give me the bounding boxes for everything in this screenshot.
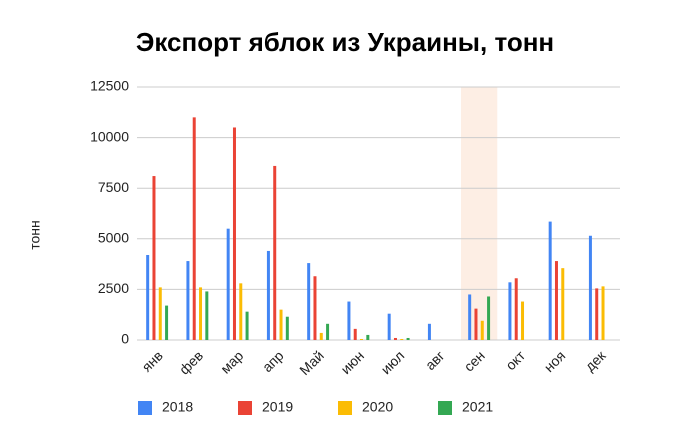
bar: [480, 320, 484, 340]
bar: [487, 296, 491, 340]
bar: [347, 301, 351, 340]
bar: [601, 286, 605, 340]
x-tick-label: апр: [259, 347, 287, 375]
legend-swatch: [338, 401, 352, 415]
bar: [245, 311, 249, 340]
x-tick-label: Май: [296, 347, 327, 378]
x-tick-label: фев: [176, 347, 206, 377]
legend-swatch: [238, 401, 252, 415]
y-tick-label: 10000: [90, 128, 129, 144]
bar: [232, 127, 236, 340]
bar: [406, 337, 410, 340]
bar: [165, 305, 169, 340]
bar: [400, 338, 404, 340]
bar: [285, 316, 289, 340]
y-tick-label: 7500: [98, 179, 129, 195]
legend-swatch: [138, 401, 152, 415]
x-tick-label: окт: [502, 347, 528, 373]
bar: [186, 261, 190, 340]
y-tick-label: 0: [121, 331, 129, 347]
bar: [360, 338, 364, 340]
bar: [521, 301, 525, 340]
x-tick-label: ноя: [541, 347, 569, 375]
highlight-band: [461, 87, 498, 340]
bar: [561, 268, 565, 340]
x-tick-label: сен: [461, 347, 488, 374]
bar: [199, 287, 203, 340]
x-tick-label: июл: [378, 347, 408, 377]
bar: [548, 221, 552, 340]
bar: [319, 332, 323, 340]
legend-swatch: [438, 401, 452, 415]
x-tick-label: дек: [582, 347, 610, 375]
y-tick-label: 5000: [98, 230, 129, 246]
bar: [353, 328, 357, 340]
x-tick-label: авг: [422, 347, 448, 373]
bar: [508, 282, 512, 340]
chart-title: Экспорт яблок из Украины, тонн: [136, 27, 554, 57]
bar: [152, 176, 156, 340]
y-axis-label: тонн: [27, 220, 43, 250]
bar: [226, 228, 230, 340]
bar: [146, 254, 150, 340]
x-tick-label: мар: [217, 347, 246, 376]
legend-label: 2018: [162, 399, 193, 415]
bar: [326, 323, 330, 340]
bar: [468, 294, 472, 340]
bar: [474, 308, 478, 340]
bar: [266, 250, 270, 340]
bar: [205, 291, 209, 340]
bar: [273, 165, 277, 340]
bar: [313, 276, 317, 340]
bar: [514, 278, 518, 340]
y-tick-label: 2500: [98, 280, 129, 296]
bar: [588, 235, 592, 340]
bar: [158, 287, 162, 340]
bar: [393, 337, 397, 340]
legend-label: 2020: [362, 399, 393, 415]
legend-label: 2021: [462, 399, 493, 415]
bar: [595, 288, 599, 340]
legend-label: 2019: [262, 399, 293, 415]
bar: [192, 117, 196, 340]
y-tick-label: 12500: [90, 78, 129, 94]
bar: [239, 283, 243, 340]
bar: [427, 323, 431, 340]
bar: [387, 313, 391, 340]
bar: [279, 309, 283, 340]
bar: [366, 334, 370, 340]
bar: [307, 263, 311, 340]
x-tick-label: июн: [337, 347, 367, 377]
x-tick-label: янв: [138, 347, 165, 374]
bar: [554, 261, 558, 340]
